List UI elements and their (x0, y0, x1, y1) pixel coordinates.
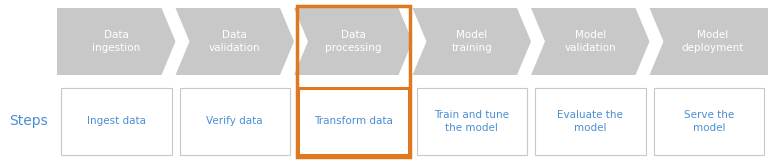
Polygon shape (176, 8, 294, 75)
Text: Data
validation: Data validation (209, 30, 261, 53)
Text: Model
validation: Model validation (564, 30, 616, 53)
Text: Ingest data: Ingest data (87, 116, 146, 126)
Bar (61, 88, 171, 155)
Polygon shape (649, 8, 768, 75)
Text: Data
processing: Data processing (325, 30, 382, 53)
Text: Steps: Steps (8, 114, 47, 129)
Text: Model
training: Model training (451, 30, 492, 53)
Polygon shape (531, 8, 649, 75)
Bar (297, 6, 409, 157)
Bar (535, 88, 645, 155)
Bar (180, 88, 290, 155)
Text: Transform data: Transform data (314, 116, 392, 126)
Polygon shape (294, 8, 412, 75)
Text: Verify data: Verify data (207, 116, 263, 126)
Bar (416, 88, 527, 155)
Polygon shape (412, 8, 531, 75)
Text: Train and tune
the model: Train and tune the model (434, 110, 510, 133)
Text: Evaluate the
model: Evaluate the model (557, 110, 623, 133)
Bar (298, 88, 409, 155)
Text: Data
ingestion: Data ingestion (92, 30, 140, 53)
Bar (654, 88, 764, 155)
Polygon shape (57, 8, 176, 75)
Text: Model
deployment: Model deployment (681, 30, 743, 53)
Text: Serve the
model: Serve the model (684, 110, 734, 133)
